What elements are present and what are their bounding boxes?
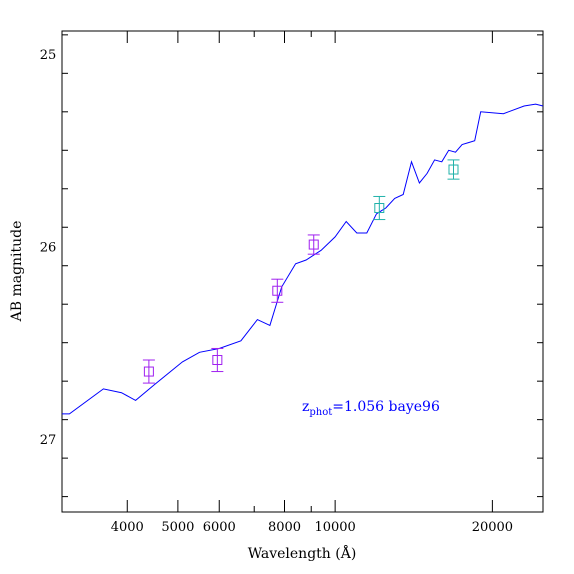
x-tick-labels: 4000 5000 6000 8000 10000 20000 (111, 520, 513, 535)
y-tick-label: 26 (40, 240, 57, 255)
x-tick-label: 6000 (203, 520, 236, 535)
square-marker (272, 285, 283, 296)
annotation-subscript: phot (309, 407, 332, 418)
y-tick-label: 27 (40, 433, 57, 448)
series (62, 103, 544, 415)
photometry-point (447, 159, 460, 180)
x-tick-label: 5000 (161, 520, 194, 535)
y-tick-label: 25 (40, 48, 57, 63)
photometry-point (271, 278, 284, 303)
x-tick-label: 4000 (111, 520, 144, 535)
plot-frame (61, 30, 544, 513)
square-marker (374, 203, 385, 214)
redshift-annotation: zphot=1.056 baye96 (302, 399, 440, 418)
photometry-point (142, 359, 155, 384)
square-marker (448, 164, 459, 175)
y-tick-labels: 25 26 27 (40, 48, 57, 448)
annotation-prefix: z (302, 399, 309, 415)
template-spectrum-line (62, 103, 544, 415)
y-axis-label: AB magnitude (9, 221, 25, 323)
x-tick-label: 10000 (314, 520, 355, 535)
photometry-point (373, 195, 386, 221)
annotation-text: =1.056 baye96 (332, 399, 440, 415)
ticks (61, 31, 543, 512)
x-axis-label: Wavelength (Å) (248, 544, 357, 562)
x-tick-label: 20000 (472, 520, 513, 535)
square-marker (212, 355, 223, 366)
photometry-point (307, 234, 320, 255)
x-tick-label: 8000 (268, 520, 301, 535)
square-marker (308, 239, 319, 250)
square-marker (143, 366, 154, 377)
photometry-point (211, 347, 224, 373)
